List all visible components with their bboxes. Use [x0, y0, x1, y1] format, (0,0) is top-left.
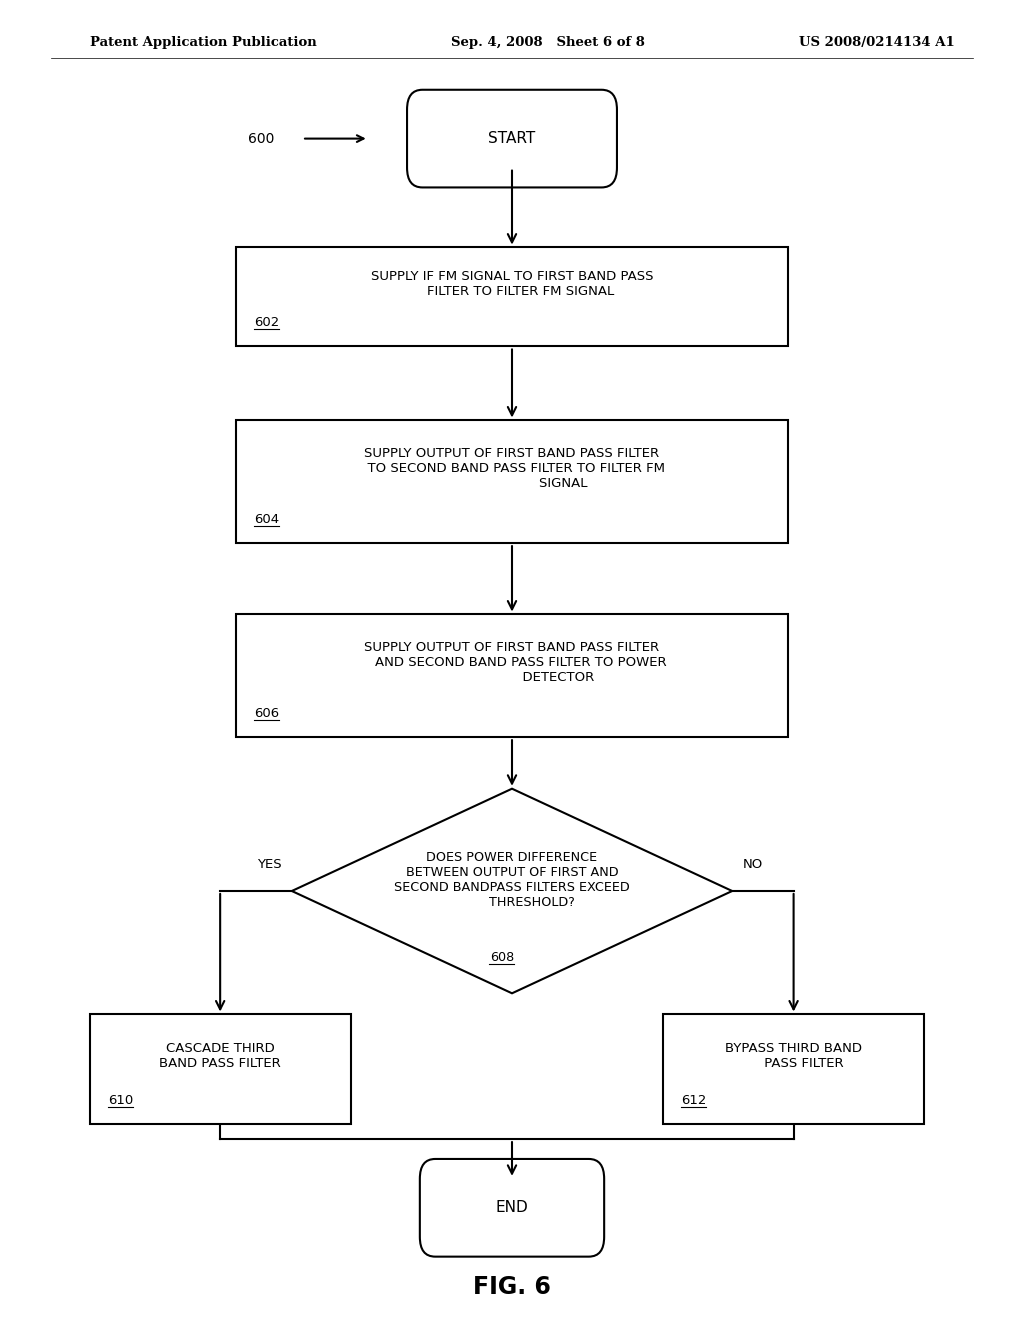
Text: US 2008/0214134 A1: US 2008/0214134 A1	[799, 36, 954, 49]
Text: NO: NO	[742, 858, 763, 871]
Text: FIG. 6: FIG. 6	[473, 1275, 551, 1299]
Text: SUPPLY OUTPUT OF FIRST BAND PASS FILTER
    AND SECOND BAND PASS FILTER TO POWER: SUPPLY OUTPUT OF FIRST BAND PASS FILTER …	[357, 642, 667, 684]
Text: SUPPLY OUTPUT OF FIRST BAND PASS FILTER
  TO SECOND BAND PASS FILTER TO FILTER F: SUPPLY OUTPUT OF FIRST BAND PASS FILTER …	[359, 447, 665, 490]
Text: 600: 600	[248, 132, 274, 145]
Bar	[236, 420, 788, 544]
Text: SUPPLY IF FM SIGNAL TO FIRST BAND PASS
    FILTER TO FILTER FM SIGNAL: SUPPLY IF FM SIGNAL TO FIRST BAND PASS F…	[371, 269, 653, 298]
Text: 608: 608	[489, 952, 514, 964]
Text: BYPASS THIRD BAND
     PASS FILTER: BYPASS THIRD BAND PASS FILTER	[725, 1041, 862, 1071]
Text: 602: 602	[254, 317, 280, 329]
Bar	[236, 248, 788, 346]
Text: 610: 610	[109, 1094, 133, 1106]
Text: YES: YES	[257, 858, 282, 871]
FancyBboxPatch shape	[407, 90, 616, 187]
Text: END: END	[496, 1200, 528, 1216]
Text: CASCADE THIRD
BAND PASS FILTER: CASCADE THIRD BAND PASS FILTER	[160, 1041, 281, 1071]
Polygon shape	[292, 788, 732, 993]
Bar	[664, 1014, 924, 1125]
Text: 612: 612	[682, 1094, 707, 1106]
Text: Patent Application Publication: Patent Application Publication	[90, 36, 316, 49]
Text: DOES POWER DIFFERENCE
BETWEEN OUTPUT OF FIRST AND
SECOND BANDPASS FILTERS EXCEED: DOES POWER DIFFERENCE BETWEEN OUTPUT OF …	[394, 851, 630, 909]
Bar	[236, 615, 788, 737]
Bar	[90, 1014, 350, 1125]
FancyBboxPatch shape	[420, 1159, 604, 1257]
Text: 604: 604	[254, 513, 280, 525]
Text: 606: 606	[254, 708, 280, 721]
Text: Sep. 4, 2008   Sheet 6 of 8: Sep. 4, 2008 Sheet 6 of 8	[451, 36, 644, 49]
Text: START: START	[488, 131, 536, 147]
